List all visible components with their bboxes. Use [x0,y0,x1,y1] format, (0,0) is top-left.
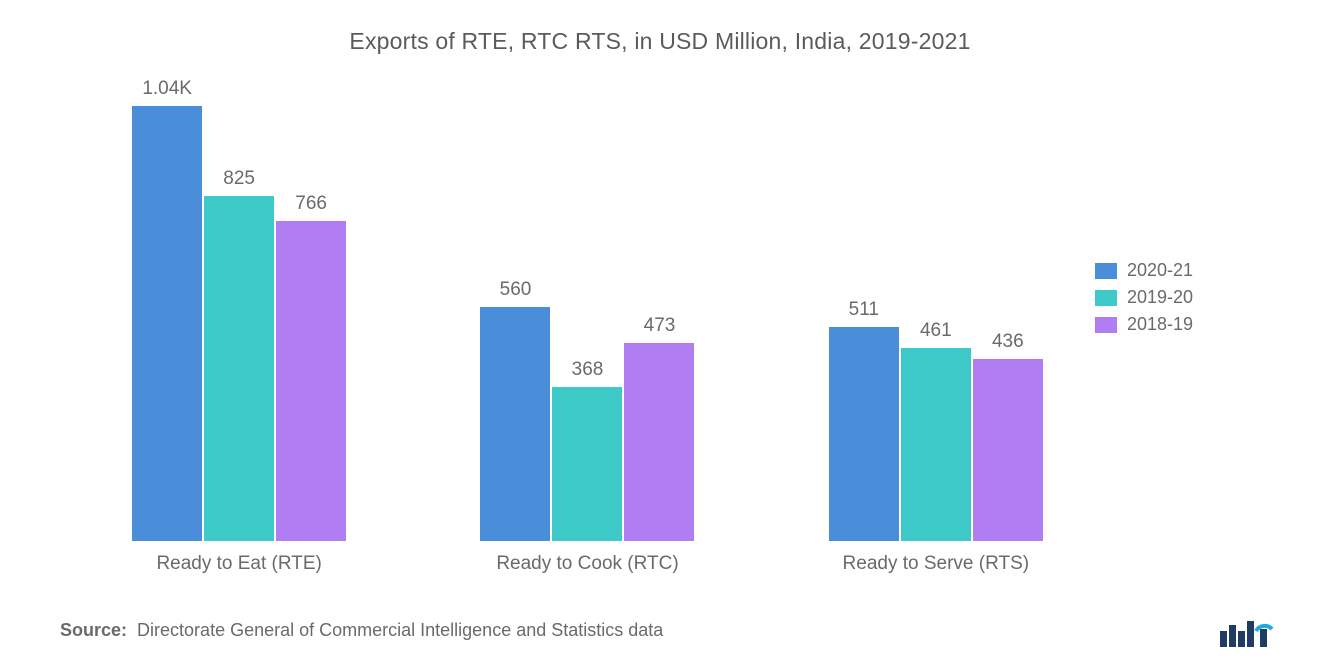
bar-wrap: 1.04K [132,78,202,541]
logo-bar [1220,631,1227,647]
source-line: Source: Directorate General of Commercia… [60,620,663,641]
legend-swatch [1095,290,1117,306]
mi-logo-icon [1220,619,1274,647]
bar-wrap: 461 [901,320,971,541]
bar-group: 560 368 473 Ready to Cook (RTC) [458,65,716,575]
category-label: Ready to Serve (RTS) [843,553,1030,575]
source-text: Directorate General of Commercial Intell… [137,620,663,640]
bar [901,348,971,541]
bar-value-label: 560 [500,279,532,301]
bar-value-label: 461 [920,320,952,342]
bar-wrap: 436 [973,331,1043,541]
legend-item: 2020-21 [1095,260,1270,281]
legend-item: 2018-19 [1095,314,1270,335]
logo-bar [1260,629,1267,647]
bar-value-label: 825 [223,168,255,190]
bar-value-label: 1.04K [142,78,192,100]
plot-area: 1.04K 825 766 Ready to Eat (RTE) 560 368 473 Re… [50,65,1095,575]
bar [276,221,346,541]
legend-label: 2019-20 [1127,287,1193,308]
bar [132,106,202,541]
category-label: Ready to Eat (RTE) [156,553,321,575]
logo-bar [1229,625,1236,647]
bar-group: 1.04K 825 766 Ready to Eat (RTE) [110,65,368,575]
legend-label: 2020-21 [1127,260,1193,281]
bars: 1.04K 825 766 [110,65,368,541]
bars: 511 461 436 [807,65,1065,541]
chart-container: Exports of RTE, RTC RTS, in USD Million,… [0,0,1320,665]
category-label: Ready to Cook (RTC) [496,553,678,575]
chart-title: Exports of RTE, RTC RTS, in USD Million,… [50,28,1270,55]
bar-wrap: 825 [204,168,274,541]
bar-wrap: 473 [624,315,694,541]
bar-value-label: 766 [295,193,327,215]
bar-value-label: 368 [572,359,604,381]
logo-bar [1238,631,1245,647]
bar-wrap: 560 [480,279,550,541]
legend-swatch [1095,263,1117,279]
legend-item: 2019-20 [1095,287,1270,308]
legend: 2020-21 2019-20 2018-19 [1095,65,1270,341]
bar [829,327,899,541]
bar-value-label: 473 [644,315,676,337]
chart-row: 1.04K 825 766 Ready to Eat (RTE) 560 368 473 Re… [50,65,1270,575]
bar-group: 511 461 436 Ready to Serve (RTS) [807,65,1065,575]
bars: 560 368 473 [458,65,716,541]
bar-value-label: 436 [992,331,1024,353]
bar-wrap: 511 [829,299,899,541]
source-prefix: Source: [60,620,127,640]
legend-label: 2018-19 [1127,314,1193,335]
bar [480,307,550,541]
bar [204,196,274,541]
bar-wrap: 766 [276,193,346,541]
bar [973,359,1043,541]
legend-swatch [1095,317,1117,333]
bar-value-label: 511 [849,299,879,321]
bar [624,343,694,541]
logo-bar [1247,621,1254,647]
bar-wrap: 368 [552,359,622,541]
bar [552,387,622,541]
